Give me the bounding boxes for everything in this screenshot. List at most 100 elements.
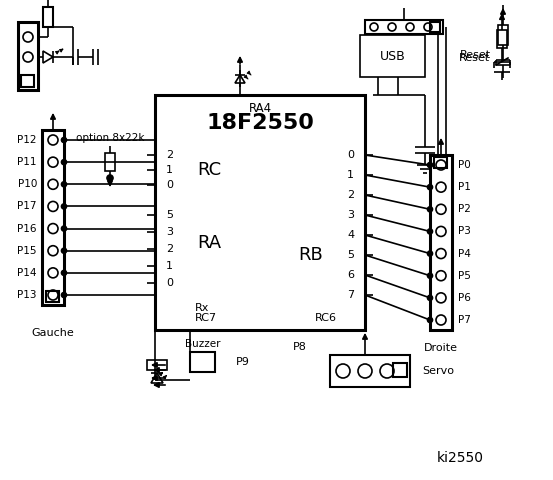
Text: P15: P15	[18, 246, 37, 256]
Text: RA: RA	[197, 234, 221, 252]
Circle shape	[436, 249, 446, 259]
Bar	[365, 20, 443, 34]
Text: 3: 3	[347, 210, 354, 220]
Text: 2: 2	[166, 150, 173, 160]
Bar	[360, 35, 425, 77]
Bar	[18, 22, 38, 90]
Text: 5: 5	[347, 250, 354, 260]
Text: P6: P6	[458, 293, 471, 303]
Text: Reset: Reset	[459, 53, 490, 63]
Text: P8: P8	[293, 342, 307, 352]
Bar	[190, 352, 215, 372]
Circle shape	[436, 315, 446, 325]
Circle shape	[427, 295, 432, 300]
Circle shape	[61, 248, 66, 253]
Text: 6: 6	[347, 270, 354, 280]
Text: 5: 5	[166, 210, 173, 220]
Text: P0: P0	[458, 160, 471, 170]
Text: P11: P11	[18, 157, 37, 167]
Text: P17: P17	[18, 202, 37, 211]
Text: 1: 1	[166, 261, 173, 271]
Text: 0: 0	[166, 180, 173, 190]
Circle shape	[61, 270, 66, 276]
Text: 7: 7	[347, 290, 354, 300]
Circle shape	[23, 32, 33, 42]
Text: Gauche: Gauche	[32, 328, 74, 338]
Circle shape	[48, 135, 58, 145]
Text: P4: P4	[458, 249, 471, 259]
Circle shape	[427, 273, 432, 278]
Text: 0: 0	[166, 278, 173, 288]
Polygon shape	[43, 51, 53, 63]
Circle shape	[427, 251, 432, 256]
Circle shape	[436, 204, 446, 214]
Circle shape	[427, 163, 432, 168]
Circle shape	[436, 182, 446, 192]
Text: 2: 2	[166, 244, 173, 254]
Circle shape	[427, 185, 432, 190]
Bar	[42, 130, 64, 305]
Circle shape	[336, 364, 350, 378]
Bar	[105, 153, 115, 171]
Circle shape	[370, 23, 378, 31]
Circle shape	[427, 229, 432, 234]
Text: RC: RC	[197, 161, 221, 179]
Circle shape	[427, 207, 432, 212]
Text: RC6: RC6	[315, 313, 337, 323]
Circle shape	[436, 271, 446, 281]
Circle shape	[48, 290, 58, 300]
Circle shape	[48, 157, 58, 167]
Text: Reset: Reset	[460, 50, 491, 60]
Circle shape	[406, 23, 414, 31]
Text: P9: P9	[236, 357, 250, 367]
Circle shape	[61, 182, 66, 187]
Text: 3: 3	[166, 227, 173, 237]
Text: 4: 4	[347, 230, 354, 240]
Bar	[434, 157, 447, 168]
Circle shape	[61, 204, 66, 209]
Bar	[497, 30, 507, 48]
Circle shape	[61, 137, 66, 143]
Text: RB: RB	[298, 246, 323, 264]
Text: P2: P2	[458, 204, 471, 214]
Circle shape	[427, 317, 432, 323]
Text: USB: USB	[379, 49, 405, 62]
Text: 1: 1	[166, 165, 173, 175]
Circle shape	[61, 292, 66, 298]
Circle shape	[48, 268, 58, 278]
Text: Servo: Servo	[422, 366, 454, 376]
Polygon shape	[151, 373, 163, 383]
Text: P12: P12	[18, 135, 37, 145]
Circle shape	[380, 364, 394, 378]
Text: option 8x22k: option 8x22k	[76, 133, 144, 143]
Circle shape	[424, 23, 432, 31]
Text: P7: P7	[458, 315, 471, 325]
Bar	[330, 355, 410, 387]
Circle shape	[107, 175, 113, 181]
Bar	[21, 75, 34, 87]
Circle shape	[48, 246, 58, 256]
Bar	[155, 95, 365, 330]
Circle shape	[388, 23, 396, 31]
Text: RC7: RC7	[195, 313, 217, 323]
Text: 0: 0	[347, 150, 354, 160]
Text: RA4: RA4	[248, 103, 272, 116]
Circle shape	[436, 227, 446, 237]
Text: ki2550: ki2550	[436, 451, 483, 465]
Bar	[393, 363, 407, 377]
Bar	[43, 7, 53, 27]
Bar	[46, 291, 59, 302]
Text: P5: P5	[458, 271, 471, 281]
Circle shape	[48, 224, 58, 234]
Text: P13: P13	[18, 290, 37, 300]
Bar	[147, 360, 167, 370]
Text: P1: P1	[458, 182, 471, 192]
Text: Droite: Droite	[424, 343, 458, 353]
Circle shape	[436, 293, 446, 303]
Text: Buzzer: Buzzer	[185, 339, 221, 349]
Text: 1: 1	[347, 170, 354, 180]
Text: Rx: Rx	[195, 303, 210, 313]
Bar	[430, 22, 440, 32]
Text: P14: P14	[18, 268, 37, 278]
Circle shape	[48, 202, 58, 211]
